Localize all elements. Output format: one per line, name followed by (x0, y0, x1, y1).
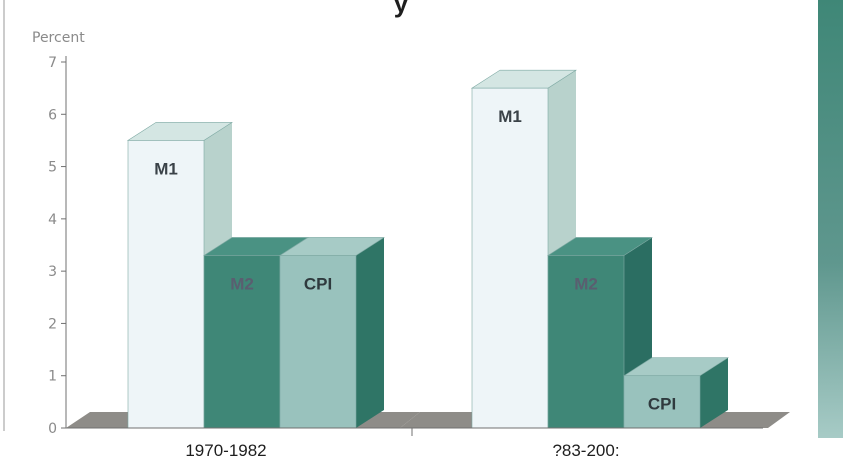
y-tick-label-1: 1 (48, 369, 57, 385)
right-color-strip (818, 0, 843, 438)
y-tick-label-5: 5 (48, 160, 57, 176)
bar-side-face (700, 357, 728, 428)
bar-front-face (127, 140, 205, 429)
x-axis: 1970-1982 ?83-200: (66, 427, 763, 460)
chart-title: y (394, 0, 409, 18)
bar-front-face (623, 375, 701, 429)
bar-label-m2: M2 (230, 274, 254, 293)
y-tick-label-7: 7 (48, 55, 57, 71)
y-tick-label-4: 4 (48, 212, 57, 228)
y-tick-label-3: 3 (48, 264, 57, 280)
bar-label-m1: M1 (498, 107, 522, 126)
bar-cpi-83-200: CPI (622, 357, 730, 429)
bar-label-m2: M2 (574, 274, 598, 293)
bar-front-face (471, 87, 549, 429)
bars-group: M1 M2 CPI M1 M2 CPI (126, 69, 730, 429)
x-tick-label-1970-1982: 1970-1982 (185, 441, 266, 460)
bar-front-face (547, 255, 625, 429)
bar-cpi-1970-1982: CPI (278, 237, 386, 429)
right-edge-strip (3, 0, 843, 438)
bar-label-cpi: CPI (648, 395, 676, 414)
bar-front-face (279, 255, 357, 429)
y-tick-label-6: 6 (48, 107, 57, 123)
bar-side-face (356, 237, 384, 428)
bar-label-cpi: CPI (304, 274, 332, 293)
y-axis-label: Percent (32, 30, 85, 46)
bar-m2-83-200: M2 (546, 237, 654, 429)
y-axis: 0 1 2 3 4 5 6 7 (48, 55, 67, 437)
x-tick-label-83-200: ?83-200: (552, 441, 619, 460)
y-tick-label-2: 2 (48, 316, 57, 332)
bar-label-m1: M1 (154, 159, 178, 178)
y-tick-label-0: 0 (48, 421, 57, 437)
